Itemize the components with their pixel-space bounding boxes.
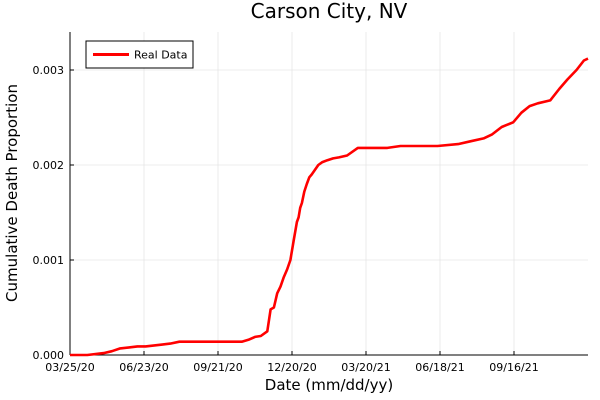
legend: Real Data [85, 40, 194, 69]
y-axis-title: Cumulative Death Proportion [3, 84, 21, 302]
x-tick-label: 09/16/21 [489, 361, 538, 374]
series-line-real-data [70, 57, 589, 357]
y-tick-label: 0.003 [33, 64, 65, 77]
x-tick-label: 06/18/21 [415, 361, 464, 374]
chart-title: Carson City, NV [251, 0, 408, 23]
series-layer [70, 57, 589, 357]
x-axis-title: Date (mm/dd/yy) [265, 376, 393, 394]
y-tick-label: 0.000 [33, 349, 65, 362]
axes [69, 32, 588, 356]
legend-label: Real Data [134, 49, 187, 62]
x-tick-label: 03/25/20 [45, 361, 94, 374]
y-tick-label: 0.001 [33, 254, 65, 267]
y-tick-label: 0.002 [33, 159, 65, 172]
x-tick-label: 06/23/20 [119, 361, 168, 374]
x-tick-label: 03/20/21 [341, 361, 390, 374]
x-tick-label: 09/21/20 [193, 361, 242, 374]
x-tick-label: 12/20/20 [267, 361, 316, 374]
ticks: 03/25/20 06/23/20 09/21/20 12/20/20 03/20/21… [33, 64, 539, 374]
